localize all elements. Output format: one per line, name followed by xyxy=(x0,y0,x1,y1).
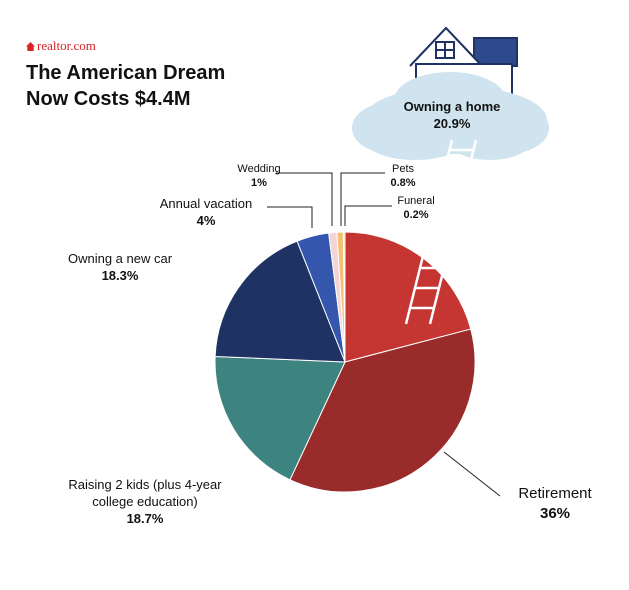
leader-pets xyxy=(340,172,385,226)
page-title: The American Dream Now Costs $4.4M xyxy=(26,60,225,112)
label-owning-home: Owning a home 20.9% xyxy=(394,98,510,132)
leader-retirement xyxy=(443,451,501,497)
brand-logo: realtor.com xyxy=(26,38,96,54)
label-new-car-value: 18.3% xyxy=(101,268,139,283)
pie-chart xyxy=(214,231,476,493)
label-owning-home-value: 20.9% xyxy=(433,116,471,131)
label-wedding-value: 1% xyxy=(251,177,267,189)
pie-slice-owning-a-home xyxy=(344,231,472,363)
label-new-car: Owning a new car 18.3% xyxy=(50,250,190,284)
ladder-illustration xyxy=(404,139,478,325)
title-line-2: Now Costs $4.4M xyxy=(26,88,191,110)
label-funeral: Funeral 0.2% xyxy=(392,194,440,222)
label-wedding-name: Wedding xyxy=(237,163,281,175)
pie-slice-raising-2-kids-plus-4-year-college-education xyxy=(214,355,346,481)
leader-vacation xyxy=(267,206,313,228)
label-annual-vacation-name: Annual vacation xyxy=(159,196,253,211)
label-retirement-value: 36% xyxy=(539,505,571,522)
leader-wedding xyxy=(276,172,333,226)
label-owning-home-name: Owning a home xyxy=(403,99,501,114)
leader-funeral xyxy=(344,205,392,226)
label-pets: Pets 0.8% xyxy=(385,162,421,190)
label-raising-kids: Raising 2 kids (plus 4-year college educ… xyxy=(40,476,250,527)
label-pets-value: 0.8% xyxy=(390,177,416,189)
brand-name: realtor.com xyxy=(37,38,96,53)
cloud-illustration xyxy=(352,72,549,160)
label-retirement-name: Retirement xyxy=(518,485,592,502)
pie-slice-retirement xyxy=(289,328,476,493)
label-raising-kids-line1: Raising 2 kids (plus 4-year xyxy=(68,477,222,492)
title-line-1: The American Dream xyxy=(26,62,226,84)
label-retirement: Retirement 36% xyxy=(500,484,610,524)
label-annual-vacation: Annual vacation 4% xyxy=(150,195,262,229)
label-funeral-name: Funeral xyxy=(397,195,435,207)
label-raising-kids-line2: college education) xyxy=(92,494,198,509)
label-funeral-value: 0.2% xyxy=(403,209,429,221)
label-wedding: Wedding 1% xyxy=(226,162,292,190)
house-logo-icon xyxy=(26,41,35,51)
pie-slice-funeral xyxy=(342,231,346,363)
leader-lines xyxy=(267,172,501,497)
pie-slice-owning-a-new-car xyxy=(214,240,346,363)
label-pets-name: Pets xyxy=(391,163,414,175)
label-annual-vacation-value: 4% xyxy=(196,213,216,228)
label-raising-kids-value: 18.7% xyxy=(126,511,164,526)
house-roof xyxy=(473,37,518,67)
label-new-car-name: Owning a new car xyxy=(67,251,173,266)
